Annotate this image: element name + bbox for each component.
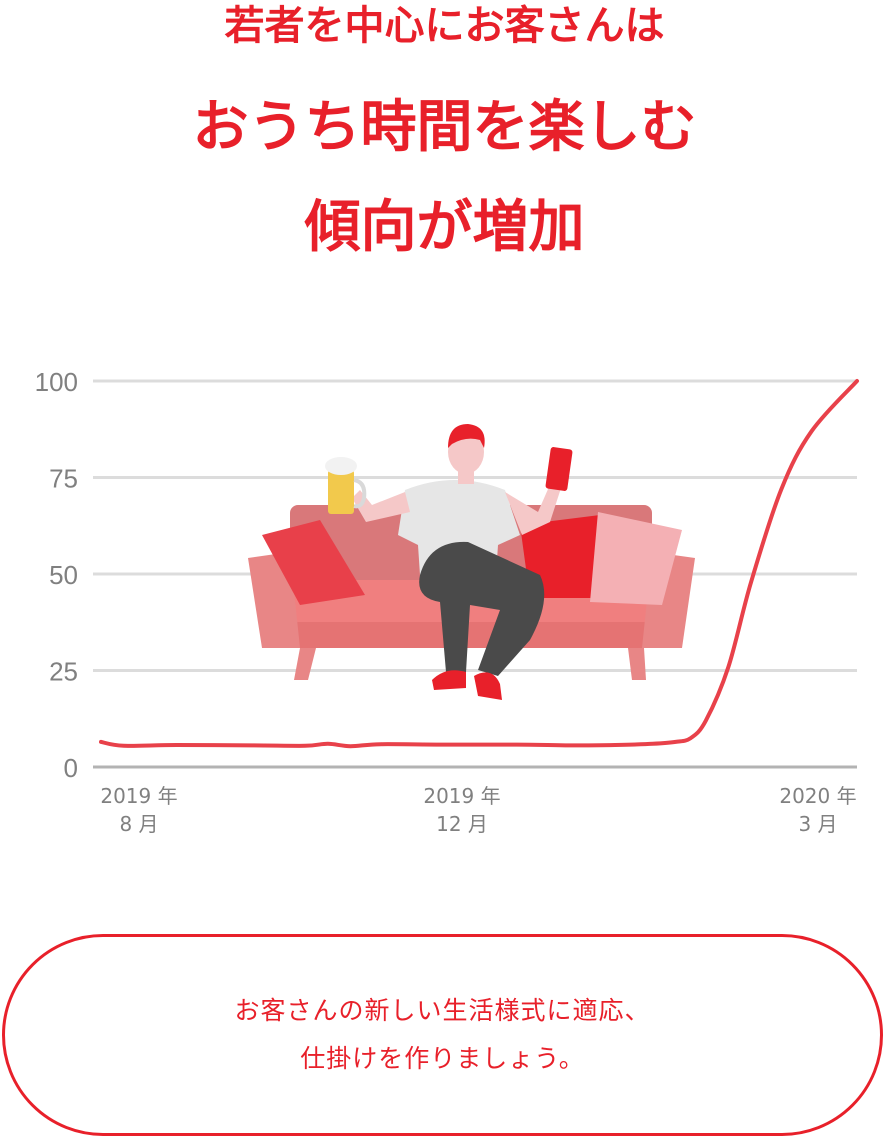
x-tick-label: 3 月 <box>798 812 837 836</box>
y-tick-labels: 0 25 50 75 100 <box>35 367 78 783</box>
x-tick-label: 8 月 <box>119 812 158 836</box>
person-pants <box>419 541 545 676</box>
y-tick-label: 75 <box>49 464 78 494</box>
headline-main-line1: おうち時間を楽しむ <box>192 95 697 160</box>
y-tick-label: 25 <box>49 657 78 687</box>
person-shirt <box>398 480 520 575</box>
callout-line1: お客さんの新しい生活様式に適応、 <box>234 996 651 1025</box>
series-line <box>99 379 859 749</box>
shoe-right <box>474 672 502 700</box>
callout-box: お客さんの新しい生活様式に適応、 仕掛けを作りましょう。 <box>2 934 883 1136</box>
line-chart: 0 25 50 75 100 2019 年 8 月 2019 年 12 月 2020 年 3 月 <box>35 367 859 836</box>
x-tick-label: 2019 年 <box>423 784 500 808</box>
cushion-right <box>590 512 682 605</box>
beer-foam <box>325 457 357 475</box>
person-on-sofa-illustration <box>248 424 695 700</box>
x-tick-label: 2019 年 <box>100 784 177 808</box>
grid-lines <box>93 379 857 672</box>
headline-sub: 若者を中心にお客さんは <box>224 3 665 49</box>
beer-mug <box>328 470 354 514</box>
sofa-leg-right <box>628 648 646 680</box>
sofa-leg-left <box>294 648 316 680</box>
person-arm-left <box>352 490 410 522</box>
sofa-base <box>262 622 682 648</box>
y-tick-label: 0 <box>64 753 78 783</box>
x-tick-label: 12 月 <box>436 812 488 836</box>
y-tick-label: 50 <box>49 560 78 590</box>
headline-main-line2: 傾向が増加 <box>304 195 585 260</box>
y-tick-label: 100 <box>35 367 78 397</box>
x-tick-label: 2020 年 <box>779 784 856 808</box>
person-hair <box>448 424 485 448</box>
cushion-center <box>520 515 605 598</box>
x-tick-labels: 2019 年 8 月 2019 年 12 月 2020 年 3 月 <box>100 784 856 836</box>
person-neck <box>458 470 474 484</box>
phone <box>545 447 573 491</box>
cushion-left <box>262 520 365 605</box>
callout-line2: 仕掛けを作りましょう。 <box>300 1044 585 1073</box>
person-arm-right <box>505 480 562 535</box>
beer-mug-handle <box>353 478 367 509</box>
shoe-left <box>432 670 466 690</box>
